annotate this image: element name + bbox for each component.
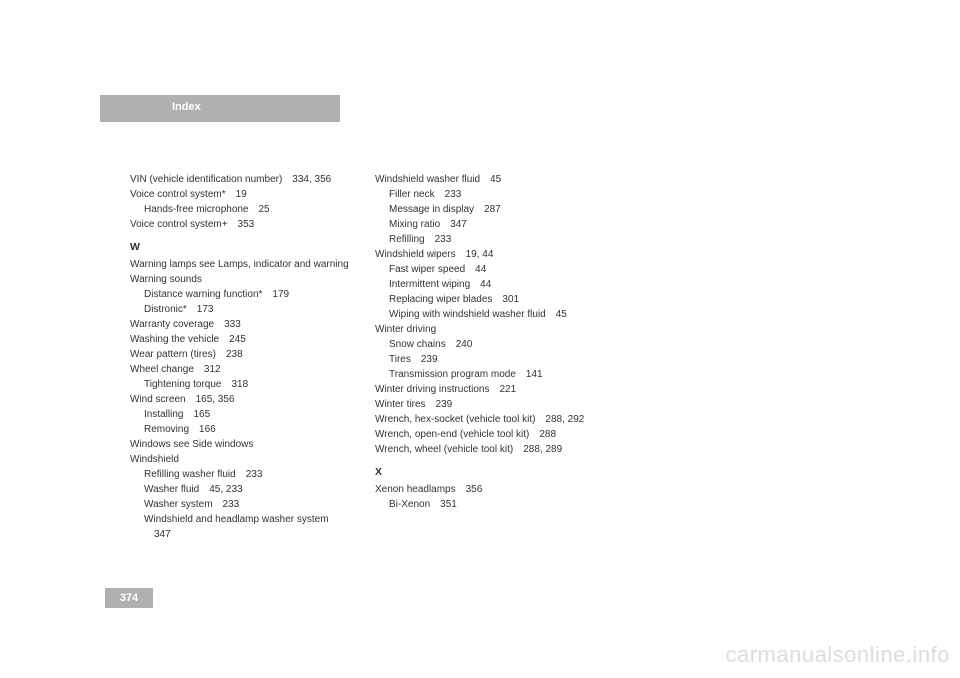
index-entry: Bi-Xenon 351 bbox=[389, 497, 595, 512]
index-entry: Filler neck 233 bbox=[389, 187, 595, 202]
index-entry: Windows see Side windows bbox=[130, 437, 350, 452]
index-page: Index VIN (vehicle identification number… bbox=[130, 95, 830, 542]
index-entry: Removing 166 bbox=[144, 422, 350, 437]
index-entry: Refilling washer fluid 233 bbox=[144, 467, 350, 482]
index-entry: Wheel change 312 bbox=[130, 362, 350, 377]
index-entry: Wiping with windshield washer fluid 45 bbox=[389, 307, 595, 322]
index-entry: Hands-free microphone 25 bbox=[144, 202, 350, 217]
index-entry: Windshield wipers 19, 44 bbox=[375, 247, 595, 262]
index-entry: Windshield and headlamp washer system 34… bbox=[144, 512, 350, 542]
index-entry: Intermittent wiping 44 bbox=[389, 277, 595, 292]
index-entry: Snow chains 240 bbox=[389, 337, 595, 352]
index-entry: Tightening torque 318 bbox=[144, 377, 350, 392]
index-entry: Washer system 233 bbox=[144, 497, 350, 512]
index-column-2: Windshield washer fluid 45Filler neck 23… bbox=[375, 172, 595, 542]
index-entry: Tires 239 bbox=[389, 352, 595, 367]
index-entry: Mixing ratio 347 bbox=[389, 217, 595, 232]
index-entry: Windshield washer fluid 45 bbox=[375, 172, 595, 187]
index-entry: Voice control system* 19 bbox=[130, 187, 350, 202]
index-columns: VIN (vehicle identification number) 334,… bbox=[130, 172, 830, 542]
index-entry: Distance warning function* 179 bbox=[144, 287, 350, 302]
index-entry: Windshield bbox=[130, 452, 350, 467]
index-entry: Washer fluid 45, 233 bbox=[144, 482, 350, 497]
index-entry: Warning lamps see Lamps, indicator and w… bbox=[130, 257, 350, 272]
index-entry: Voice control system+ 353 bbox=[130, 217, 350, 232]
index-entry: Wrench, wheel (vehicle tool kit) 288, 28… bbox=[375, 442, 595, 457]
index-entry: Refilling 233 bbox=[389, 232, 595, 247]
section-header-title: Index bbox=[172, 101, 201, 113]
index-entry: Replacing wiper blades 301 bbox=[389, 292, 595, 307]
index-entry: Warranty coverage 333 bbox=[130, 317, 350, 332]
index-entry: VIN (vehicle identification number) 334,… bbox=[130, 172, 350, 187]
index-entry: Installing 165 bbox=[144, 407, 350, 422]
index-entry: Wear pattern (tires) 238 bbox=[130, 347, 350, 362]
index-entry: Xenon headlamps 356 bbox=[375, 482, 595, 497]
index-entry: Winter tires 239 bbox=[375, 397, 595, 412]
index-section-letter: W bbox=[130, 240, 350, 255]
index-entry: Wind screen 165, 356 bbox=[130, 392, 350, 407]
page-number: 374 bbox=[105, 588, 153, 608]
index-entry: Transmission program mode 141 bbox=[389, 367, 595, 382]
watermark: carmanualsonline.info bbox=[725, 642, 950, 668]
index-entry: Winter driving bbox=[375, 322, 595, 337]
index-entry: Distronic* 173 bbox=[144, 302, 350, 317]
index-entry: Winter driving instructions 221 bbox=[375, 382, 595, 397]
index-entry: Washing the vehicle 245 bbox=[130, 332, 350, 347]
section-header: Index bbox=[100, 95, 340, 122]
index-entry: Warning sounds bbox=[130, 272, 350, 287]
index-section-letter: X bbox=[375, 465, 595, 480]
page-number-value: 374 bbox=[120, 592, 138, 604]
index-column-1: VIN (vehicle identification number) 334,… bbox=[130, 172, 350, 542]
index-entry: Message in display 287 bbox=[389, 202, 595, 217]
index-entry: Wrench, open-end (vehicle tool kit) 288 bbox=[375, 427, 595, 442]
index-entry: Wrench, hex-socket (vehicle tool kit) 28… bbox=[375, 412, 595, 427]
index-entry: Fast wiper speed 44 bbox=[389, 262, 595, 277]
